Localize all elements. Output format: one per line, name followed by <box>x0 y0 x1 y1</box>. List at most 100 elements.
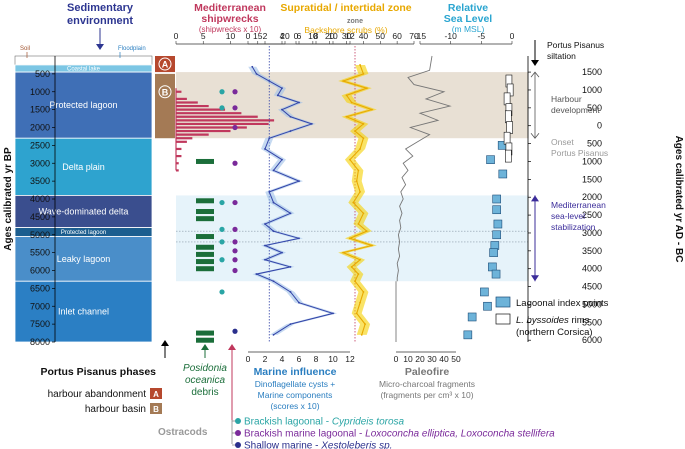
backshore-point <box>354 130 356 132</box>
marine-point <box>268 190 271 193</box>
backshore-point <box>357 223 360 225</box>
posidonia-bar <box>196 337 214 343</box>
right-axis-label: Ages calibrated yr AD - BC <box>673 136 684 263</box>
ostracod-point <box>232 328 238 334</box>
phase-letter: A <box>162 60 169 70</box>
ostracod-point <box>219 89 225 95</box>
paleofire-title: Paleofire <box>405 366 450 378</box>
stabilization-arrow-top <box>531 195 539 202</box>
posidonia-label-3: debris <box>191 387 218 398</box>
ostracod-point <box>232 199 238 206</box>
backshore-point <box>350 101 353 104</box>
right-axis-tick-label: 500 <box>587 103 602 113</box>
paleofire-tick-label: 30 <box>427 354 437 364</box>
ostracod-point <box>219 105 225 111</box>
backshore-axis-tick-label: 20 <box>325 31 335 41</box>
left-axis-tick-label: 4000 <box>30 194 50 204</box>
environment-unit <box>14 137 153 196</box>
backshore-axis-tick-label: 10 <box>308 31 318 41</box>
lagoonal-index-point <box>483 301 492 311</box>
environment-unit <box>14 71 153 139</box>
environment-title-1: Sedimentary <box>67 2 134 14</box>
marine-point <box>281 108 283 111</box>
marine-point <box>298 101 300 104</box>
ostracod-point <box>232 160 238 166</box>
marine-bottom-tick-label: 0 <box>246 354 251 364</box>
stabilization-arrow-bottom <box>531 275 539 282</box>
lagoonal-index-point <box>498 169 508 179</box>
sea_level-axis-tick-label: -10 <box>445 31 458 41</box>
lagoonal-index-point <box>489 248 498 257</box>
ostracod-point <box>232 248 238 254</box>
stabilization-label-2: sea-level <box>551 211 585 221</box>
left-axis-tick-label: 500 <box>35 69 50 79</box>
left-axis-tick-label: 7500 <box>30 319 50 329</box>
lagoonal-index-point <box>493 219 503 229</box>
backshore-point <box>345 94 348 97</box>
lagoonal-index-point <box>491 269 501 279</box>
environment-unit <box>14 280 153 343</box>
backshore-point <box>342 80 345 82</box>
right-axis-tick-label: 4000 <box>582 264 602 274</box>
marine-point <box>272 333 275 336</box>
left-axis-tick-label: 5500 <box>30 248 50 258</box>
backshore-point <box>354 280 356 283</box>
marine-point <box>264 223 266 225</box>
ostracod-legend-species: Cyprideis torosa <box>332 417 405 428</box>
shipwrecks-axis-tick-label: 0 <box>174 31 179 41</box>
marine-point <box>289 323 292 326</box>
ostracod-legend-dot <box>235 418 241 424</box>
left-axis-tick-label: 1000 <box>30 87 50 97</box>
marine-axis-tick-label: 12 <box>345 31 355 41</box>
marine-axis-tick-label: 8 <box>314 31 319 41</box>
ostracod-point <box>232 89 238 95</box>
backshore-point <box>360 333 363 336</box>
posidonia-bar <box>196 234 214 240</box>
marine-axis-tick-label: 0 <box>246 31 251 41</box>
right-axis-tick-label: 500 <box>587 139 602 149</box>
backshore-point <box>359 190 361 193</box>
backshore-point <box>349 237 351 240</box>
sea_level-axis-tick-label: -15 <box>414 31 427 41</box>
backshore-point <box>362 72 365 75</box>
shipwrecks-axis-tick-label: 5 <box>201 31 206 41</box>
paleofire-tick-label: 20 <box>415 354 425 364</box>
ostracod-legend-dot <box>235 442 241 448</box>
right-axis-tick-label: 3000 <box>582 228 602 238</box>
left-axis-tick-label: 6000 <box>30 266 50 276</box>
environment-unit-label: Leaky lagoon <box>57 254 111 264</box>
marine-point <box>251 65 254 68</box>
backshore-uncertainty-band <box>338 64 377 335</box>
backshore-point <box>365 87 368 90</box>
ostracod-legend-prefix: Brackish marine lagoonal - <box>244 429 365 440</box>
marine-point <box>272 230 275 233</box>
marine-point <box>289 266 292 268</box>
marine-bottom-tick-label: 6 <box>297 354 302 364</box>
phase-legend-label: harbour abandonment <box>48 389 147 400</box>
ostracod-point <box>232 267 238 274</box>
right-axis-tick-label: 2000 <box>582 192 602 202</box>
backshore-point <box>357 273 360 275</box>
environment-title-2: environment <box>67 15 133 27</box>
marine-axis-tick-label: 6 <box>297 31 302 41</box>
harbour-dev-arrow-bottom <box>530 132 540 139</box>
ostracod-legend-species: Loxoconcha elliptica, Loxoconcha stellif… <box>365 429 555 440</box>
posidonia-bar <box>196 266 214 272</box>
posidonia-bar <box>196 244 214 250</box>
posidonia-bar <box>196 330 214 336</box>
backshore-point <box>370 244 373 247</box>
backshore-series-line <box>341 64 374 336</box>
posidonia-bar <box>196 251 214 257</box>
left-axis-tick-label: 3500 <box>30 176 50 186</box>
backshore-unit: Backshore scrubs (%) <box>304 25 387 35</box>
soil-floodplain-band <box>14 55 153 66</box>
siltation-label-2: siltation <box>547 51 576 61</box>
ostracod-point <box>232 239 238 245</box>
marine-bottom-tick-label: 8 <box>314 354 319 364</box>
phase-legend-letter: A <box>153 390 159 399</box>
marine-unit-3: (scores x 10) <box>270 401 319 411</box>
phase-bar <box>155 73 175 139</box>
harbour-dev-arrow-top <box>530 71 540 78</box>
posidonia-bar <box>196 259 214 265</box>
